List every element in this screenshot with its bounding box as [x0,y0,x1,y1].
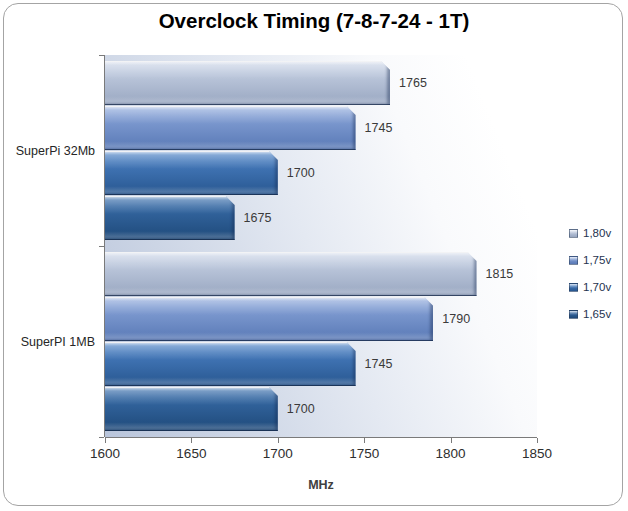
value-axis-tick-label: 1600 [75,446,135,462]
value-axis-tick [105,438,106,443]
bar-1,80v [105,252,477,296]
value-axis-tick-label: 1850 [507,446,567,462]
value-axis-tick-label: 1750 [334,446,394,462]
value-axis-title: MHz [301,477,341,493]
chart-image: Overclock Timing (7-8-7-24 - 1T) 1765 174… [0,0,628,511]
bar-value-label: 1700 [287,165,315,181]
bar-1,70v [105,342,356,386]
bar-value-label: 1745 [365,356,393,372]
category-label: SuperPI 1MB [21,334,95,350]
value-axis-tick [278,438,279,443]
bar-1,75v [105,106,356,150]
legend-label: 1,75v [583,253,611,267]
value-axis-tick [451,438,452,443]
bar-value-label: 1815 [486,266,514,282]
bar-1,65v [105,196,235,240]
legend-label: 1,80v [583,226,611,240]
legend-swatch [569,310,578,319]
bar-1,65v [105,387,278,431]
category-label: SuperPi 32Mb [16,143,95,159]
category-axis-tick [99,246,104,247]
value-axis-tick [191,438,192,443]
legend-label: 1,70v [583,280,611,294]
bar-value-label: 1675 [244,210,272,226]
legend-swatch [569,229,578,238]
bar-value-label: 1745 [365,120,393,136]
legend-swatch [569,256,578,265]
value-axis-tick-label: 1800 [421,446,481,462]
chart-title: Overclock Timing (7-8-7-24 - 1T) [0,9,628,33]
value-axis-line [105,437,537,438]
category-axis-tick [99,437,104,438]
value-axis-tick-label: 1700 [248,446,308,462]
bar-value-label: 1790 [442,311,470,327]
bar-1,75v [105,297,433,341]
category-axis-line [104,55,105,437]
value-axis-tick [537,438,538,443]
bar-value-label: 1700 [287,401,315,417]
value-axis-tick-label: 1650 [161,446,221,462]
bar-value-label: 1765 [399,75,427,91]
bar-1,80v [105,61,390,105]
bar-1,70v [105,151,278,195]
category-axis-tick [99,55,104,56]
legend-label: 1,65v [583,307,611,321]
legend-swatch [569,283,578,292]
value-axis-tick [364,438,365,443]
